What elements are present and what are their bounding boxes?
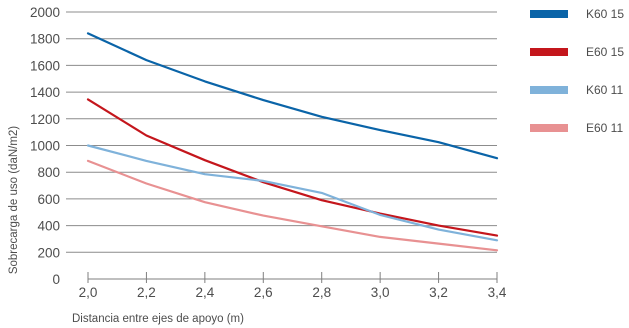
y-tick-label: 1200 — [30, 112, 60, 127]
legend-swatch — [530, 86, 568, 94]
legend-swatch — [530, 10, 568, 18]
legend-swatch — [530, 48, 568, 56]
gridlines — [66, 11, 497, 253]
x-tick-label: 2,4 — [195, 285, 214, 300]
y-tick-label: 2000 — [30, 5, 60, 20]
x-tick-label: 2,6 — [254, 285, 273, 300]
series-line — [86, 144, 499, 242]
x-axis-title: Distancia entre ejes de apoyo (m) — [72, 313, 244, 325]
y-tick-label: 800 — [37, 165, 60, 180]
legend-label: K60 11 — [586, 83, 623, 97]
y-tick-label: 1000 — [30, 139, 60, 154]
y-tick-label: 400 — [37, 219, 60, 234]
y-axis: 0 200 400 600 800 1000 1200 1400 1600 1800 2000 — [30, 5, 60, 287]
y-tick-label: 1600 — [30, 58, 60, 73]
x-tick-label: 2,2 — [137, 285, 156, 300]
x-axis: 2,0 2,2 2,4 2,6 2,8 3,0 3,2 3,4 — [79, 272, 507, 300]
x-tick-label: 3,2 — [429, 285, 448, 300]
y-tick-label: 200 — [37, 245, 60, 260]
y-tick-label: 600 — [37, 192, 60, 207]
legend-label: E60 15 — [586, 45, 624, 59]
x-tick-label: 3,0 — [371, 285, 390, 300]
legend-label: E60 11 — [586, 121, 623, 135]
y-tick-label: 0 — [52, 272, 60, 287]
series-line — [86, 32, 499, 160]
series-line — [86, 98, 499, 237]
series-lines — [86, 32, 499, 252]
legend-swatch — [530, 124, 568, 132]
legend-label: K60 15 — [586, 7, 624, 21]
y-tick-label: 1400 — [30, 85, 60, 100]
x-tick-label: 2,0 — [79, 285, 98, 300]
x-tick-label: 2,8 — [312, 285, 331, 300]
legend: K60 15 E60 15 K60 11 E60 11 — [530, 7, 624, 135]
series-line — [86, 159, 499, 252]
y-axis-title: Sobrecarga de uso (daN/m2) — [8, 126, 20, 274]
x-tick-label: 3,4 — [488, 285, 507, 300]
y-tick-label: 1800 — [30, 32, 60, 47]
